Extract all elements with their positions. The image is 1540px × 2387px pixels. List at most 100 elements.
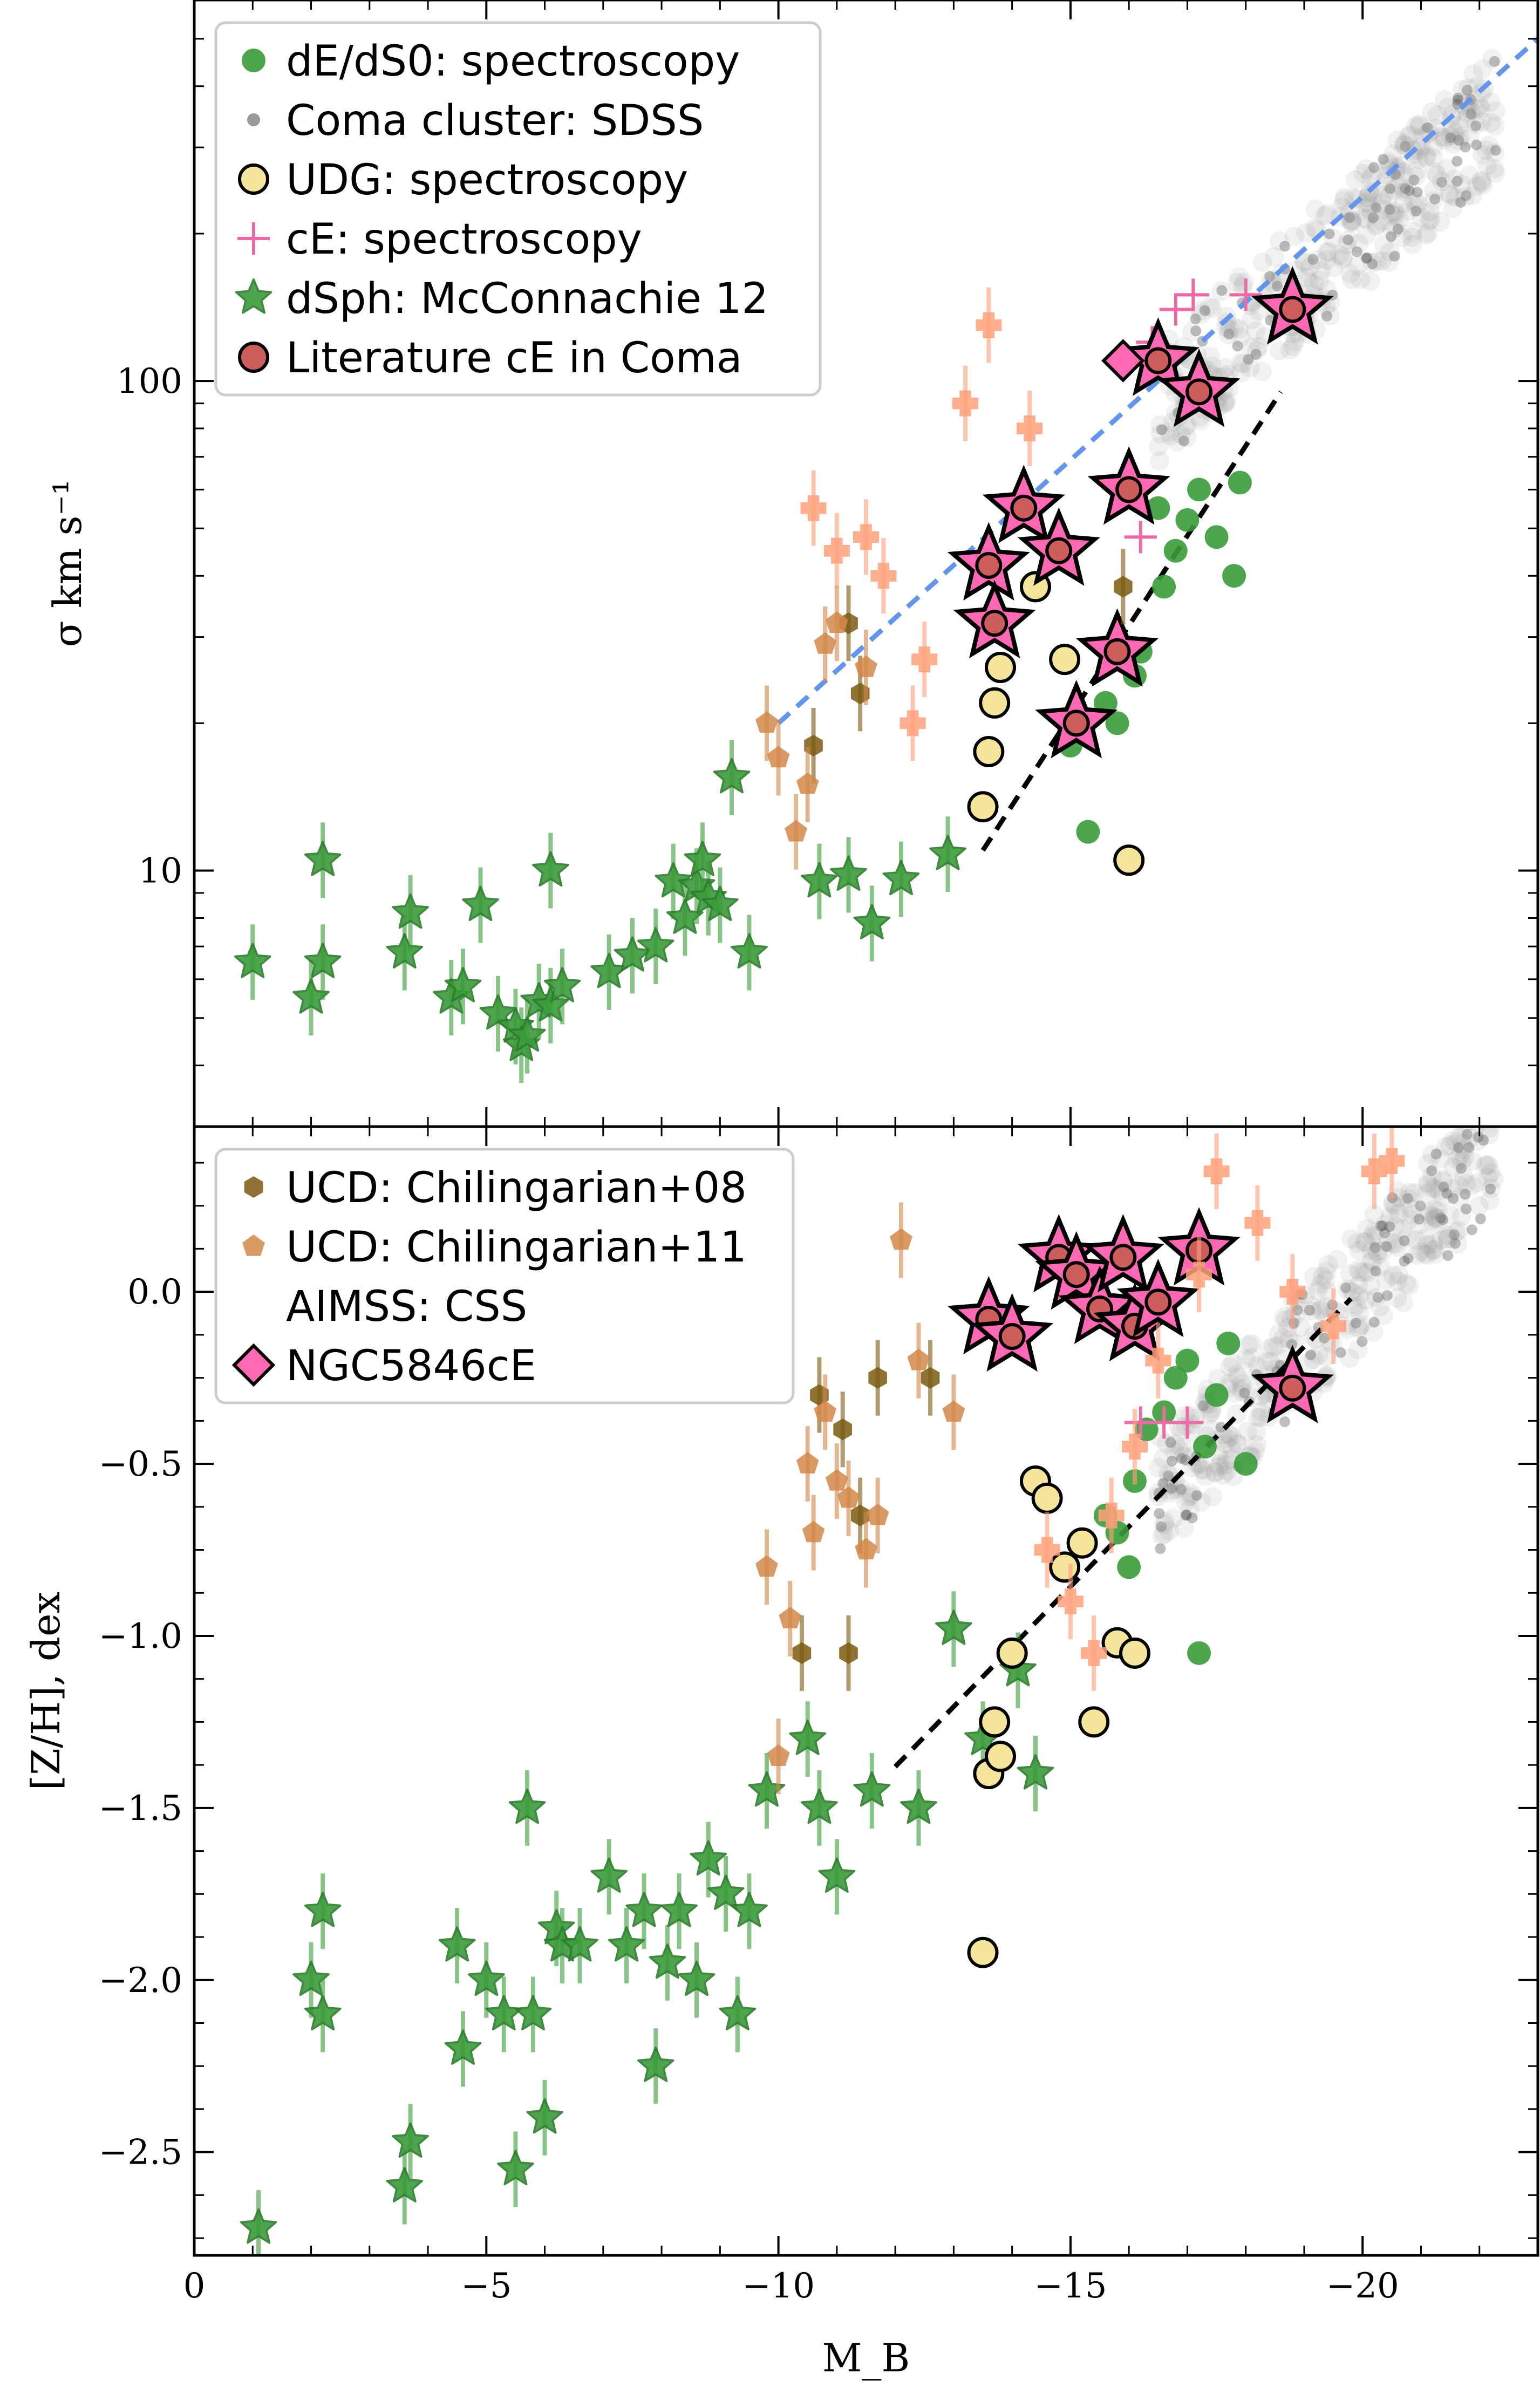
sdss-point [1400, 1183, 1420, 1203]
sdss-point [1452, 94, 1463, 106]
sdss-point [1300, 1352, 1320, 1372]
sdss-point [1327, 1250, 1347, 1270]
sdss-point [1409, 140, 1429, 160]
sdss-point [1422, 1144, 1442, 1164]
sdss-point [1473, 145, 1492, 165]
sdss-point [1164, 1441, 1184, 1461]
sdss-point [1416, 145, 1436, 165]
sdss-point [1355, 1232, 1375, 1252]
sdss-point [1422, 122, 1433, 133]
sdss-point [1400, 1209, 1420, 1229]
legend-label: Coma cluster: SDSS [286, 97, 704, 145]
sdss-point [1155, 1512, 1175, 1531]
sdss-point [1274, 1307, 1294, 1327]
data-point [444, 2029, 482, 2065]
legend-marker [237, 222, 270, 255]
sdss-point [1419, 212, 1439, 231]
data-point [800, 495, 827, 521]
sdss-point [1217, 1461, 1237, 1481]
data-point [292, 1960, 330, 1996]
legend-label: UCD: Chilingarian+11 [286, 1223, 747, 1272]
sdss-point [1418, 1235, 1437, 1255]
sdss-point [1304, 1305, 1315, 1316]
series-udg-spectroscopy [967, 571, 1145, 876]
sdss-point [1321, 310, 1333, 322]
data-point [655, 862, 692, 898]
sdss-point [1381, 1241, 1392, 1252]
data-point [438, 1926, 476, 1962]
data-point [1081, 1640, 1107, 1666]
legend-marker [244, 1176, 263, 1198]
sdss-point [1344, 212, 1355, 223]
sdss-point [1252, 362, 1272, 381]
sdss-point [1415, 1244, 1435, 1264]
sdss-point [1208, 1369, 1228, 1388]
sdss-point [1369, 1242, 1381, 1253]
sdss-point [1431, 127, 1451, 147]
x-tick-label: 0 [183, 2266, 206, 2306]
data-point [1035, 679, 1118, 759]
sdss-point [1319, 1332, 1330, 1343]
data-point [921, 1367, 940, 1389]
sdss-point [1384, 202, 1404, 222]
sdss-point [1311, 261, 1331, 281]
sdss-point [1452, 1206, 1471, 1226]
data-point [1186, 1261, 1212, 1288]
sdss-point [1367, 212, 1379, 223]
sdss-point [1316, 1270, 1335, 1290]
legend-box [214, 1148, 795, 1404]
sdss-point [1388, 1237, 1408, 1257]
series-ucd-chilingarian-11 [755, 585, 877, 870]
sdss-point [1310, 270, 1330, 290]
sdss-point [1232, 340, 1243, 352]
data-point [1171, 1406, 1204, 1439]
sdss-point [1451, 174, 1471, 194]
sdss-point [1234, 272, 1254, 292]
data-point [967, 1936, 999, 1968]
sdss-point [1286, 1339, 1298, 1350]
data-point [1098, 1502, 1125, 1529]
sdss-point [1374, 235, 1394, 255]
sdss-point [1350, 1262, 1370, 1282]
sdss-point [1269, 1324, 1289, 1344]
sdss-point [1294, 253, 1314, 273]
data-point [1187, 478, 1211, 502]
sdss-point [1379, 187, 1399, 207]
sdss-point [1452, 175, 1463, 187]
sdss-point [1413, 1213, 1425, 1225]
sdss-point [1191, 304, 1211, 324]
sdss-point [1427, 1208, 1447, 1228]
sdss-point [1283, 337, 1303, 356]
sdss-point [1388, 1271, 1408, 1291]
sdss-point [1420, 202, 1440, 222]
data-point [866, 1503, 889, 1525]
legend-marker [242, 1235, 265, 1256]
sdss-point [1232, 277, 1252, 297]
x-tick-label: −20 [1326, 2266, 1399, 2306]
sdss-point [1270, 231, 1290, 251]
sdss-point [1337, 1279, 1357, 1299]
sdss-point [1403, 185, 1415, 196]
data-point [1076, 820, 1100, 844]
sdss-point [1416, 147, 1436, 167]
sdss-point [1467, 176, 1487, 196]
sdss-point [1456, 108, 1476, 128]
sdss-point [1468, 1099, 1488, 1119]
sdss-point [1362, 1226, 1382, 1246]
sdss-point [1423, 148, 1443, 168]
sdss-point [1370, 1297, 1390, 1317]
data-point [801, 1788, 838, 1824]
sdss-point [1272, 281, 1283, 292]
sdss-point [1238, 1335, 1258, 1355]
sdss-point [1156, 1521, 1167, 1532]
sdss-point [1385, 183, 1396, 194]
sdss-point [1190, 325, 1201, 337]
sdss-point [1448, 1234, 1467, 1254]
sdss-point [1462, 1176, 1482, 1196]
sdss-point [1383, 1193, 1402, 1213]
sdss-point [1149, 451, 1169, 471]
sdss-point [1409, 116, 1429, 136]
sdss-point [1166, 1456, 1177, 1467]
sdss-point [1372, 212, 1392, 231]
